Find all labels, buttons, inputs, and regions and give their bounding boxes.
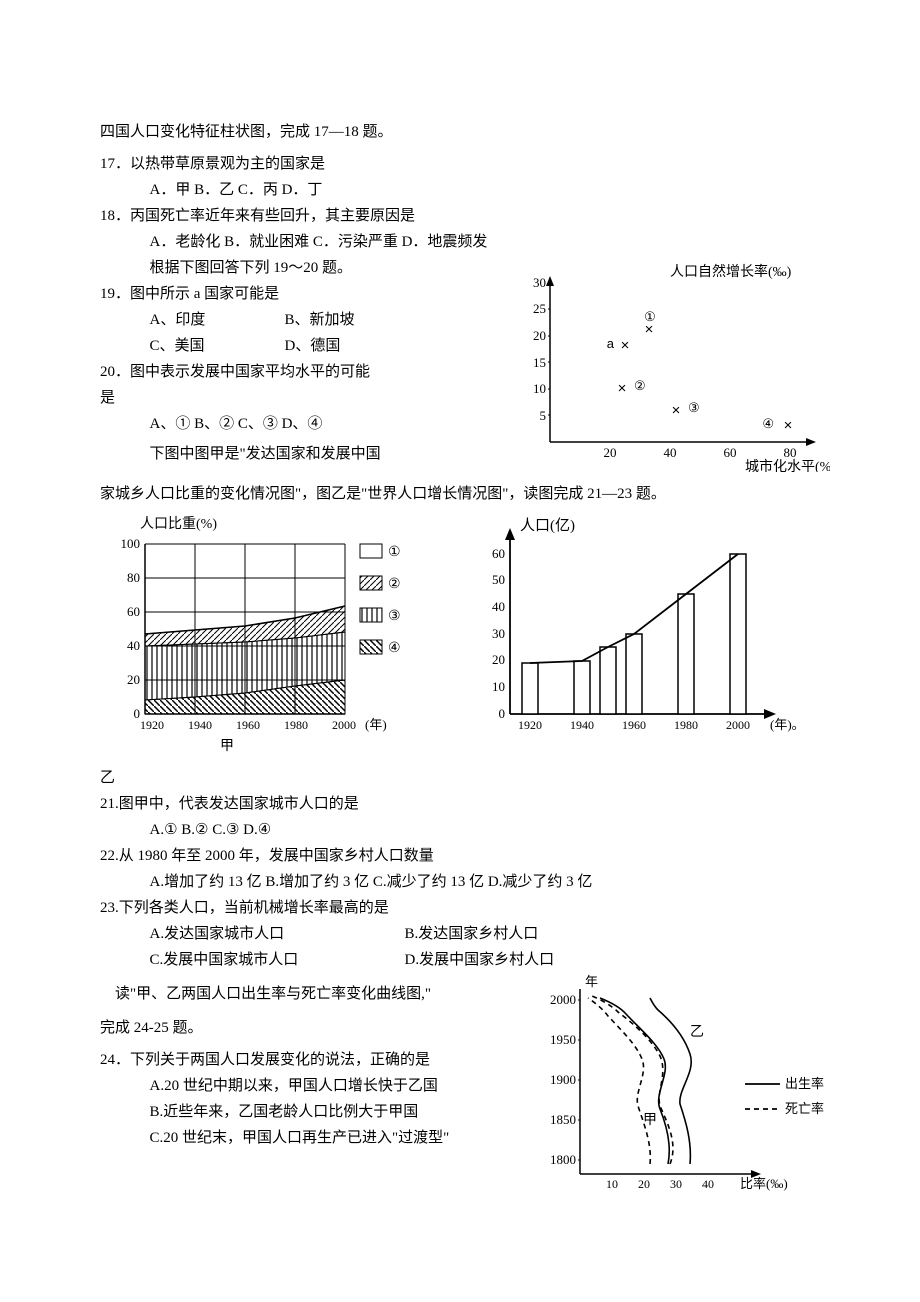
q23-options-row1: A.发达国家城市人口B.发达国家乡村人口 <box>100 922 830 946</box>
svg-text:1940: 1940 <box>570 718 594 732</box>
svg-text:×: × <box>784 417 793 434</box>
svg-text:1950: 1950 <box>550 1032 576 1047</box>
svg-text:20: 20 <box>492 652 505 667</box>
svg-text:60: 60 <box>127 604 140 619</box>
svg-text:2000: 2000 <box>332 718 356 732</box>
curve-chart: 年 2000 1950 1900 1850 1800 10 20 30 40 比… <box>530 974 830 1204</box>
svg-text:30: 30 <box>492 626 505 641</box>
svg-text:①: ① <box>388 545 401 560</box>
curve-xticks: 10 20 30 40 <box>606 1177 714 1191</box>
svg-text:100: 100 <box>121 536 141 551</box>
stacked-chart: 人口比重(%) 0 20 40 60 80 100 192 <box>100 514 420 754</box>
svg-text:×: × <box>672 402 681 419</box>
svg-text:60: 60 <box>724 445 737 460</box>
svg-text:④: ④ <box>762 416 774 431</box>
svg-text:80: 80 <box>784 445 797 460</box>
svg-text:×: × <box>618 380 627 397</box>
svg-text:60: 60 <box>492 546 505 561</box>
q23-options-row2: C.发展中国家城市人口D.发展中国家乡村人口 <box>100 948 830 972</box>
stacked-xunit: (年) <box>365 717 387 732</box>
svg-text:40: 40 <box>702 1177 714 1191</box>
svg-text:25: 25 <box>533 301 546 316</box>
bar-title: 人口(亿) <box>520 517 575 534</box>
stacked-xticks: 1920 1940 1960 1980 2000 <box>140 718 356 732</box>
svg-text:1920: 1920 <box>518 718 542 732</box>
svg-text:30: 30 <box>670 1177 682 1191</box>
svg-text:80: 80 <box>127 570 140 585</box>
svg-text:10: 10 <box>533 381 546 396</box>
svg-text:20: 20 <box>604 445 617 460</box>
bar-xticks: 1920 1940 1960 1980 2000 <box>518 718 750 732</box>
svg-text:20: 20 <box>533 328 546 343</box>
svg-text:②: ② <box>388 577 401 592</box>
q17-stem: 17．以热带草原景观为主的国家是 <box>100 152 830 176</box>
svg-text:1850: 1850 <box>550 1112 576 1127</box>
svg-text:出生率: 出生率 <box>785 1076 824 1091</box>
svg-text:10: 10 <box>606 1177 618 1191</box>
label-jia: 甲 <box>643 1113 657 1128</box>
svg-text:5: 5 <box>540 408 547 423</box>
svg-text:10: 10 <box>492 679 505 694</box>
q22-stem: 22.从 1980 年至 2000 年，发展中国家乡村人口数量 <box>100 844 830 868</box>
curve-ylabel: 年 <box>585 974 598 989</box>
q21-options: A.① B.② C.③ D.④ <box>100 818 830 842</box>
svg-text:1980: 1980 <box>284 718 308 732</box>
scatter-yticks: 5 10 15 20 25 30 <box>533 275 546 423</box>
scatter-xlabel: 城市化水平(%) <box>745 458 830 472</box>
intro-17-18: 四国人口变化特征柱状图，完成 17—18 题。 <box>100 120 830 144</box>
q23-stem: 23.下列各类人口，当前机械增长率最高的是 <box>100 896 830 920</box>
svg-text:50: 50 <box>492 572 505 587</box>
svg-text:20: 20 <box>638 1177 650 1191</box>
stacked-caption: 甲 <box>220 739 234 754</box>
q21-stem: 21.图甲中，代表发达国家城市人口的是 <box>100 792 830 816</box>
svg-text:40: 40 <box>664 445 677 460</box>
bar-chart: 人口(亿) 0 10 20 30 40 50 60 1920 1940 1960… <box>460 514 810 754</box>
q22-options: A.增加了约 13 亿 B.增加了约 3 亿 C.减少了约 13 亿 D.减少了… <box>100 870 830 894</box>
label-yi: 乙 <box>690 1024 704 1040</box>
svg-text:0: 0 <box>499 706 506 721</box>
svg-text:1940: 1940 <box>188 718 212 732</box>
svg-text:③: ③ <box>388 609 401 624</box>
svg-text:1960: 1960 <box>236 718 260 732</box>
caption-yi: 乙 <box>100 766 830 790</box>
svg-text:a: a <box>607 336 615 351</box>
svg-text:1900: 1900 <box>550 1072 576 1087</box>
stacked-yticks: 0 20 40 60 80 100 <box>121 536 141 721</box>
curve-xunit: 比率(‰) <box>740 1176 788 1191</box>
svg-text:②: ② <box>634 378 646 393</box>
bar-yticks: 0 10 20 30 40 50 60 <box>492 546 505 721</box>
svg-text:1980: 1980 <box>674 718 698 732</box>
svg-text:2000: 2000 <box>726 718 750 732</box>
stacked-legend: ① ② ③ ④ <box>360 544 401 656</box>
svg-text:死亡率: 死亡率 <box>785 1101 824 1116</box>
scatter-chart: 人口自然增长率(‰) 5 10 15 20 25 30 20 40 60 80 … <box>510 262 830 472</box>
scatter-xticks: 20 40 60 80 <box>604 445 797 460</box>
svg-text:①: ① <box>644 309 656 324</box>
curve-legend: 出生率 死亡率 <box>745 1076 824 1116</box>
q18-options: A．老龄化 B．就业困难 C．污染严重 D．地震频发 <box>100 230 830 254</box>
q17-options: A．甲 B．乙 C．丙 D．丁 <box>100 178 830 202</box>
svg-text:2000: 2000 <box>550 992 576 1007</box>
stacked-title: 人口比重(%) <box>140 516 217 532</box>
svg-text:③: ③ <box>688 400 700 415</box>
svg-text:15: 15 <box>533 355 546 370</box>
bar-xunit: (年)。 <box>770 717 805 732</box>
curve-yticks: 2000 1950 1900 1850 1800 <box>550 992 576 1167</box>
svg-text:20: 20 <box>127 672 140 687</box>
intro-21-23-b: 家城乡人口比重的变化情况图"，图乙是"世界人口增长情况图"，读图完成 21—23… <box>100 482 830 506</box>
svg-text:40: 40 <box>492 599 505 614</box>
svg-text:30: 30 <box>533 275 546 290</box>
svg-text:1960: 1960 <box>622 718 646 732</box>
q18-stem: 18．丙国死亡率近年来有些回升，其主要原因是 <box>100 204 830 228</box>
svg-text:1920: 1920 <box>140 718 164 732</box>
scatter-points: × a × ① × ② × ③ × ④ <box>607 309 793 434</box>
svg-text:1800: 1800 <box>550 1152 576 1167</box>
scatter-svg: 人口自然增长率(‰) 5 10 15 20 25 30 20 40 60 80 … <box>510 262 830 472</box>
scatter-ylabel: 人口自然增长率(‰) <box>670 263 792 280</box>
svg-text:40: 40 <box>127 638 140 653</box>
charts-21-23: 人口比重(%) 0 20 40 60 80 100 192 <box>100 514 830 754</box>
svg-text:×: × <box>621 337 630 354</box>
svg-text:④: ④ <box>388 641 401 656</box>
